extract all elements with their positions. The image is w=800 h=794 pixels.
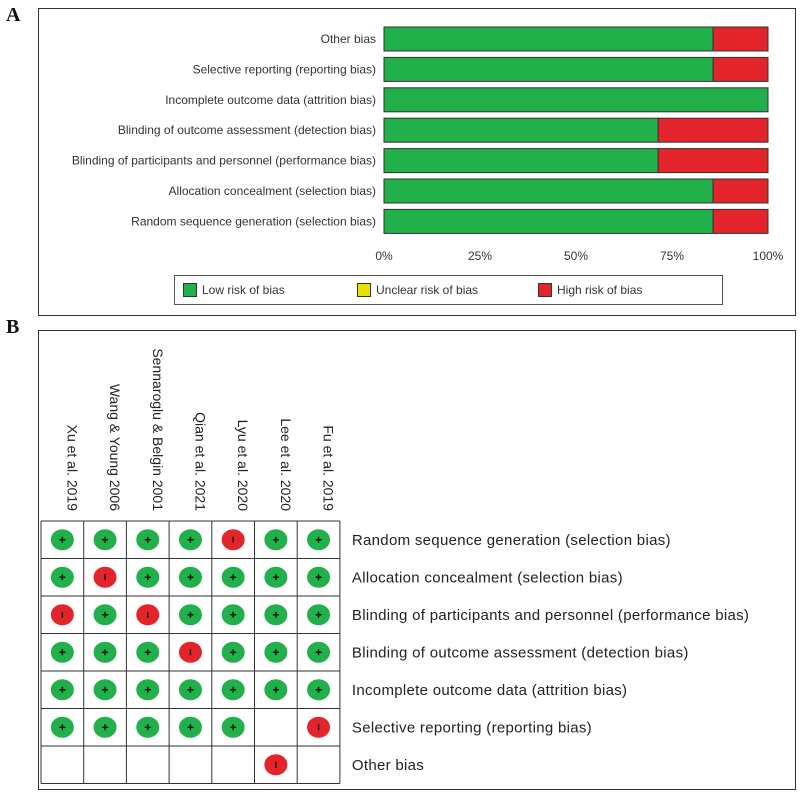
judgement-low: [264, 641, 288, 663]
judgement-low: [307, 641, 331, 663]
judgement-low: [221, 604, 245, 626]
judgement-low: [264, 566, 288, 588]
bar-segment-high: [712, 178, 769, 204]
legend-swatch-high: [538, 283, 552, 297]
judgement-low: [221, 566, 245, 588]
judgement-low: [136, 679, 160, 701]
judgement-low: [50, 716, 74, 738]
judgement-high: [178, 641, 202, 663]
x-tick-label: 100%: [753, 249, 784, 263]
legend-item-unclear: Unclear risk of bias: [357, 283, 478, 297]
bar-category-label: Random sequence generation (selection bi…: [131, 214, 376, 228]
judgement-low: [307, 679, 331, 701]
judgement-low: [93, 716, 117, 738]
judgement-high: [93, 566, 117, 588]
judgement-low: [307, 566, 331, 588]
judgement-low: [178, 716, 202, 738]
legend-item-low: Low risk of bias: [183, 283, 285, 297]
panel-b-letter: B: [6, 316, 20, 338]
study-label: Lyu et al. 2020: [235, 420, 251, 512]
panel-a-letter: A: [6, 4, 21, 26]
x-tick-label: 25%: [468, 249, 492, 263]
judgement-low: [307, 604, 331, 626]
x-tick-label: 50%: [564, 249, 588, 263]
domain-label: Incomplete outcome data (attrition bias): [352, 682, 627, 699]
judgement-low: [264, 679, 288, 701]
summary-table-svg: Xu et al. 2019 Wang & Young 2006 Sennarogl…: [40, 348, 749, 784]
judgement-low: [136, 641, 160, 663]
judgement-low: [178, 604, 202, 626]
legend-label-low: Low risk of bias: [202, 283, 285, 297]
judgement-low: [93, 604, 117, 626]
bar-segment-low: [383, 208, 714, 234]
domain-label: Other bias: [352, 757, 424, 774]
judgement-high: [50, 604, 74, 626]
judgement-low: [221, 716, 245, 738]
bar-category-label: Blinding of outcome assessment (detectio…: [118, 123, 376, 137]
study-label: Xu et al. 2019: [64, 425, 80, 512]
legend-label-high: High risk of bias: [557, 283, 643, 297]
judgement-low: [178, 529, 202, 551]
judgement-low: [93, 529, 117, 551]
bar-segment-low: [383, 26, 714, 52]
domain-label: Blinding of participants and personnel (…: [352, 607, 749, 624]
judgement-low: [264, 529, 288, 551]
legend: Low risk of bias Unclear risk of bias Hi…: [174, 275, 723, 305]
study-label: Wang & Young 2006: [107, 384, 123, 511]
x-tick-label: 0%: [375, 249, 393, 263]
bar-category-label: Other bias: [321, 32, 376, 46]
bar-segment-low: [383, 178, 714, 204]
x-tick-label: 75%: [660, 249, 684, 263]
bar-segment-low: [383, 56, 714, 82]
judgement-low: [93, 641, 117, 663]
judgement-high: [307, 716, 331, 738]
risk-of-bias-summary: Xu et al. 2019 Wang & Young 2006 Sennarogl…: [38, 330, 796, 790]
study-label: Fu et al. 2019: [321, 425, 337, 511]
judgement-low: [221, 641, 245, 663]
judgement-low: [50, 641, 74, 663]
judgement-low: [221, 679, 245, 701]
bar-segment-high: [712, 26, 769, 52]
judgement-low: [50, 529, 74, 551]
bar-category-label: Selective reporting (reporting bias): [193, 62, 376, 76]
bar-segment-high: [712, 208, 769, 234]
bar-category-label: Blinding of participants and personnel (…: [72, 154, 376, 168]
bar-segment-low: [383, 87, 769, 113]
judgement-low: [307, 529, 331, 551]
judgement-low: [264, 604, 288, 626]
judgement-low: [178, 566, 202, 588]
judgement-low: [136, 529, 160, 551]
judgement-high: [221, 529, 245, 551]
bar-segment-low: [383, 117, 659, 143]
study-label: Qian et al. 2021: [192, 412, 208, 511]
bar-category-label: Allocation concealment (selection bias): [169, 184, 376, 198]
domain-label: Random sequence generation (selection bi…: [352, 532, 671, 549]
bar-category-label: Incomplete outcome data (attrition bias): [165, 93, 376, 107]
judgement-low: [178, 679, 202, 701]
judgement-high: [264, 754, 288, 776]
bar-segment-high: [712, 56, 769, 82]
domain-label: Blinding of outcome assessment (detectio…: [352, 644, 689, 661]
judgement-low: [50, 566, 74, 588]
bar-segment-low: [383, 148, 659, 174]
bar-chart-svg: Other bias Selective reporting (reporting…: [72, 26, 784, 263]
risk-of-bias-graph: Other bias Selective reporting (reporting…: [38, 8, 796, 316]
legend-swatch-low: [183, 283, 197, 297]
bar-segment-high: [657, 148, 769, 174]
domain-label: Selective reporting (reporting bias): [352, 719, 592, 736]
legend-label-unclear: Unclear risk of bias: [376, 283, 479, 297]
judgement-low: [136, 716, 160, 738]
judgement-low: [136, 566, 160, 588]
legend-swatch-unclear: [357, 283, 371, 297]
bar-segment-high: [657, 117, 769, 143]
judgement-high: [136, 604, 160, 626]
judgement-low: [50, 679, 74, 701]
legend-item-high: High risk of bias: [538, 283, 642, 297]
study-label: Lee et al. 2020: [278, 418, 294, 511]
study-label: Sennaroglu & Belgin 2001: [150, 348, 166, 511]
domain-label: Allocation concealment (selection bias): [352, 569, 623, 586]
judgement-low: [93, 679, 117, 701]
